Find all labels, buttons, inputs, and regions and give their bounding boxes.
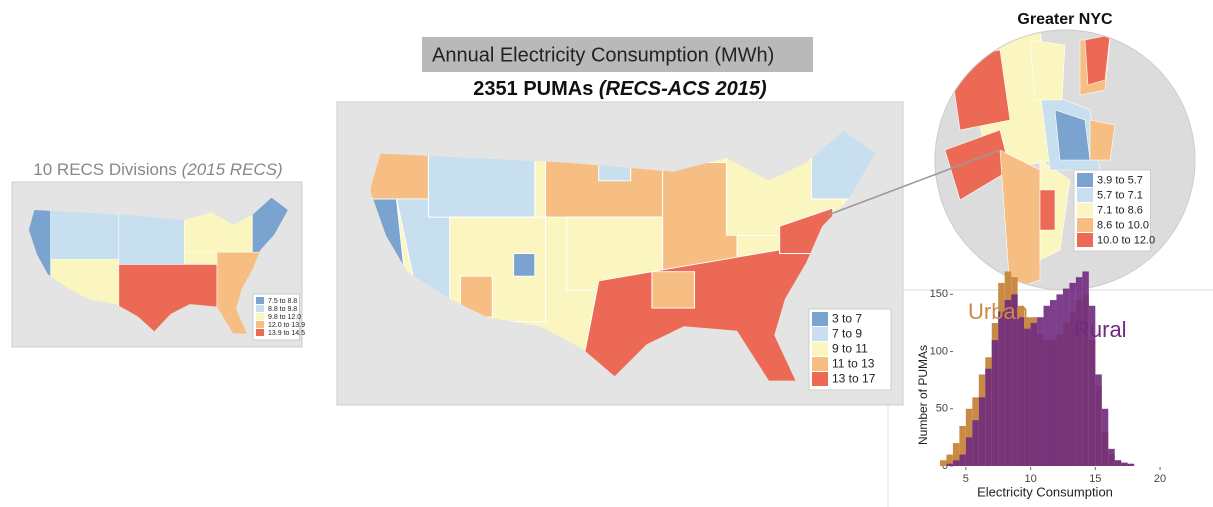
bar bbox=[946, 454, 953, 466]
bar bbox=[972, 420, 979, 466]
div-title: 10 RECS Divisions (2015 RECS) bbox=[33, 160, 282, 179]
legend-label: 8.6 to 10.0 bbox=[1097, 219, 1149, 231]
region bbox=[513, 253, 536, 277]
legend-swatch bbox=[812, 312, 828, 326]
region bbox=[651, 271, 696, 309]
div-title-main: 10 RECS Divisions bbox=[33, 160, 181, 179]
bar bbox=[959, 454, 966, 466]
x-tick-label: 20 bbox=[1154, 473, 1166, 485]
legend-swatch bbox=[256, 297, 264, 304]
bar bbox=[1121, 462, 1128, 466]
bar bbox=[1069, 282, 1076, 466]
x-axis-label: Electricity Consumption bbox=[977, 484, 1113, 499]
bar bbox=[946, 463, 953, 466]
legend-swatch bbox=[256, 321, 264, 328]
legend-swatch bbox=[812, 327, 828, 341]
bar bbox=[1114, 460, 1122, 466]
legend-swatch bbox=[256, 305, 264, 312]
legend-label: 5.7 to 7.1 bbox=[1097, 189, 1143, 201]
legend-label: 11 to 13 bbox=[832, 357, 875, 371]
main-title: Annual Electricity Consumption (MWh) bbox=[432, 44, 774, 66]
legend-swatch bbox=[812, 342, 828, 356]
y-tick-label: 50 bbox=[936, 403, 948, 415]
bar bbox=[1050, 300, 1057, 466]
bar bbox=[985, 368, 992, 466]
bar bbox=[1127, 463, 1135, 466]
bar bbox=[1037, 317, 1044, 466]
y-tick-label: 100 bbox=[930, 345, 948, 357]
legend-swatch bbox=[1077, 218, 1093, 232]
region bbox=[1084, 34, 1111, 86]
bar bbox=[1024, 328, 1031, 466]
bar bbox=[1101, 408, 1109, 466]
bar bbox=[1011, 294, 1018, 466]
bar bbox=[1062, 288, 1070, 466]
legend-label: 3.9 to 5.7 bbox=[1097, 174, 1143, 186]
bar bbox=[1108, 448, 1115, 466]
bar bbox=[1017, 317, 1025, 466]
y-tick-label: 150 bbox=[930, 288, 948, 300]
legend-label: 9 to 11 bbox=[832, 342, 868, 356]
legend-swatch bbox=[1077, 233, 1093, 247]
legend-label: 9.8 to 12.0 bbox=[268, 314, 301, 321]
bar bbox=[998, 311, 1005, 466]
legend-swatch bbox=[812, 357, 828, 371]
legend-swatch bbox=[1077, 203, 1093, 217]
bar bbox=[978, 397, 986, 466]
x-tick-label: 10 bbox=[1024, 473, 1036, 485]
region bbox=[1029, 39, 1066, 101]
puma-title: 2351 PUMAs (RECS-ACS 2015) bbox=[473, 78, 767, 100]
series-label: Urban bbox=[968, 299, 1028, 324]
bar bbox=[1030, 322, 1038, 466]
legend-swatch bbox=[256, 329, 264, 336]
bar bbox=[952, 443, 960, 466]
legend-label: 7.5 to 8.8 bbox=[268, 298, 297, 305]
bar bbox=[952, 460, 960, 466]
legend-swatch bbox=[1077, 188, 1093, 202]
legend-label: 10.0 to 12.0 bbox=[1097, 234, 1155, 246]
legend-swatch bbox=[812, 372, 828, 386]
region bbox=[1039, 189, 1056, 231]
legend-label: 13.9 to 14.5 bbox=[268, 330, 305, 337]
bar bbox=[1082, 271, 1089, 466]
region bbox=[459, 275, 493, 318]
div-title-italic: (2015 RECS) bbox=[182, 160, 283, 179]
bar bbox=[1075, 277, 1083, 466]
legend-swatch bbox=[256, 313, 264, 320]
bar bbox=[1004, 300, 1012, 466]
title-box bbox=[422, 37, 813, 72]
legend-label: 7 to 9 bbox=[832, 327, 862, 341]
nyc-title: Greater NYC bbox=[1017, 11, 1113, 28]
x-tick-label: 15 bbox=[1089, 473, 1101, 485]
puma-title-main: 2351 PUMAs bbox=[473, 78, 599, 100]
legend-swatch bbox=[1077, 173, 1093, 187]
y-axis-label: Number of PUMAs bbox=[916, 345, 930, 445]
bar bbox=[959, 425, 966, 466]
puma-title-italic: (RECS-ACS 2015) bbox=[599, 78, 767, 100]
bar bbox=[991, 340, 999, 466]
bar bbox=[1043, 305, 1050, 466]
legend-label: 3 to 7 bbox=[832, 312, 862, 326]
bar bbox=[939, 460, 947, 466]
legend-label: 7.1 to 8.6 bbox=[1097, 204, 1143, 216]
bar bbox=[1095, 374, 1102, 466]
region bbox=[999, 149, 1041, 290]
x-tick-label: 5 bbox=[963, 473, 969, 485]
legend-label: 12.0 to 13.9 bbox=[268, 322, 305, 329]
legend-label: 13 to 17 bbox=[832, 372, 876, 386]
bar bbox=[1088, 305, 1096, 466]
bar bbox=[965, 437, 973, 466]
series-label: Rural bbox=[1074, 317, 1127, 342]
bar bbox=[1056, 294, 1063, 466]
region bbox=[1089, 119, 1116, 161]
legend-label: 8.8 to 9.8 bbox=[268, 306, 297, 313]
connector bbox=[827, 149, 1001, 216]
